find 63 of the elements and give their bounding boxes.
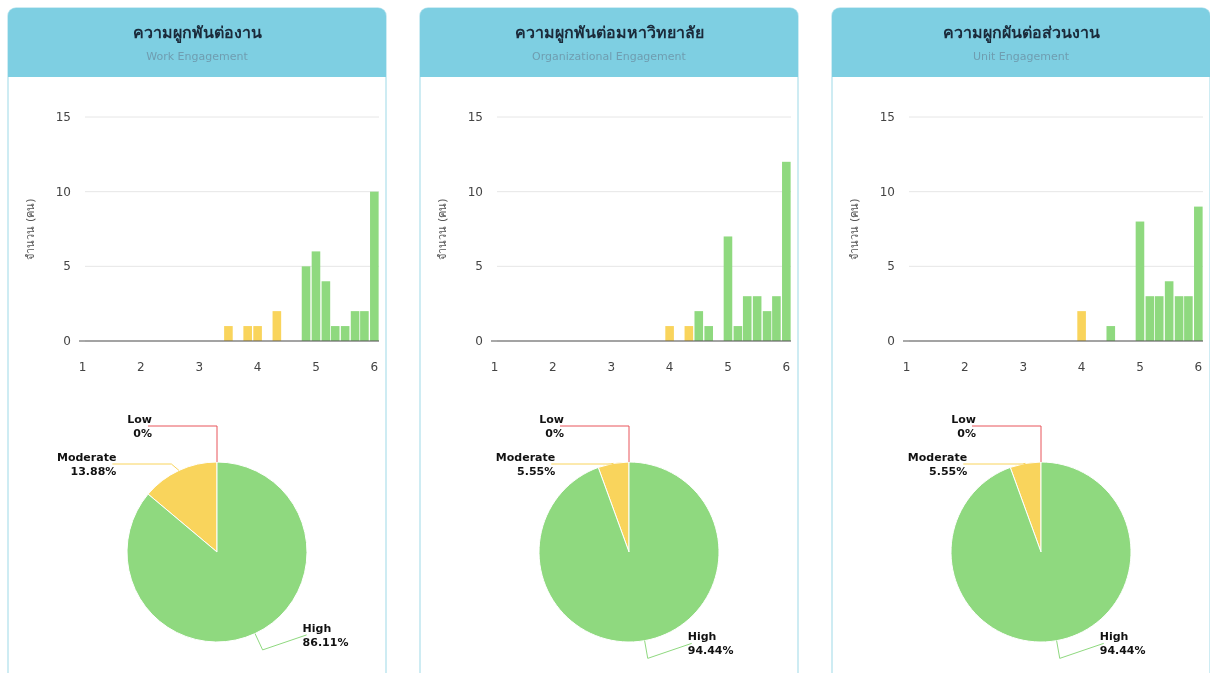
slice-label: Moderate xyxy=(907,451,968,464)
x-tick-label: 6 xyxy=(370,360,379,374)
y-tick-label: 10 xyxy=(55,184,71,199)
bar xyxy=(272,311,282,341)
x-tick-label: 5 xyxy=(724,360,732,374)
slice-label: High xyxy=(1099,630,1129,644)
y-tick-label: 15 xyxy=(467,110,483,124)
y-tick-label: 0 xyxy=(887,334,895,348)
x-tick-label: 3 xyxy=(607,360,616,374)
y-axis-title: จำนวน (คน) xyxy=(436,198,449,260)
category-label: Low xyxy=(127,413,152,426)
bar xyxy=(224,326,233,341)
y-tick-label: 10 xyxy=(879,184,895,199)
chart-title: ความผูกพันต่อมหาวิทยาลัย xyxy=(514,23,704,44)
x-tick-label: 1 xyxy=(78,360,87,374)
bar xyxy=(723,236,733,341)
bar xyxy=(1135,221,1145,341)
category-label: Low xyxy=(951,413,976,426)
x-tick-label: 5 xyxy=(312,360,320,374)
y-tick-label: 5 xyxy=(475,259,483,274)
bar xyxy=(311,251,321,341)
y-axis-title: จำนวน (คน) xyxy=(24,198,37,260)
y-tick-label: 15 xyxy=(879,110,895,124)
bar xyxy=(665,326,674,341)
slice-label: Moderate xyxy=(56,451,117,464)
y-tick-label: 10 xyxy=(467,184,483,199)
y-tick-label: 0 xyxy=(63,334,71,348)
x-tick-label: 4 xyxy=(665,360,674,374)
text: 0% xyxy=(957,427,976,440)
data-label: 5.55% xyxy=(517,465,556,478)
slice-label: Moderate xyxy=(495,451,556,464)
x-tick-label: 4 xyxy=(253,360,262,374)
y-tick-label: 0 xyxy=(475,334,483,348)
x-tick-label: 2 xyxy=(137,360,145,374)
y-tick-label: 5 xyxy=(63,259,71,274)
data-label: 86.11% xyxy=(302,635,349,649)
y-axis-title: จำนวน (คน) xyxy=(848,198,861,260)
text: 0% xyxy=(133,427,152,440)
x-tick-label: 4 xyxy=(1077,360,1086,374)
category-label: Low xyxy=(539,413,564,426)
chart-title: ความผูกผันต่อส่วนงาน xyxy=(942,23,1100,44)
y-tick-label: 5 xyxy=(887,259,895,274)
x-tick-label: 3 xyxy=(195,360,204,374)
slice-label: High xyxy=(302,621,332,635)
slice-label: High xyxy=(687,630,717,644)
data-label: 94.44% xyxy=(687,644,734,658)
chart-title: ความผูกพันต่องาน xyxy=(132,23,262,44)
x-tick-label: 5 xyxy=(1136,360,1144,374)
x-tick-label: 1 xyxy=(490,360,499,374)
x-tick-label: 6 xyxy=(1194,360,1203,374)
data-label: 94.44% xyxy=(1099,644,1146,658)
x-tick-label: 2 xyxy=(549,360,557,374)
x-tick-label: 2 xyxy=(961,360,969,374)
text: 0% xyxy=(545,427,564,440)
data-label: 5.55% xyxy=(929,465,968,478)
x-tick-label: 6 xyxy=(782,360,791,374)
x-tick-label: 3 xyxy=(1019,360,1028,374)
x-tick-label: 1 xyxy=(902,360,911,374)
bar xyxy=(1077,311,1086,341)
data-label: 13.88% xyxy=(70,465,117,478)
bar xyxy=(301,266,311,341)
y-tick-label: 15 xyxy=(55,110,71,124)
bar xyxy=(1106,326,1116,341)
